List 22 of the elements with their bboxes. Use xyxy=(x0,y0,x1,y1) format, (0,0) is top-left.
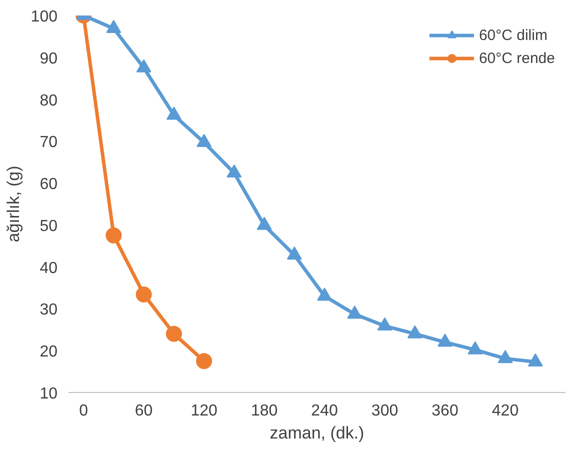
x-tick-label: 180 xyxy=(250,402,278,420)
x-axis-title: zaman, (dk.) xyxy=(270,424,364,442)
y-axis-title: ağırlık, (g) xyxy=(4,166,23,242)
y-tick-label: 100 xyxy=(30,8,58,26)
y-tick-label: 40 xyxy=(40,260,58,277)
y-tick-label: 20 xyxy=(40,344,58,361)
x-tick-label: 0 xyxy=(79,402,88,420)
x-tick-label: 120 xyxy=(190,402,218,420)
x-tick-label: 300 xyxy=(371,402,398,420)
y-tick-label: 90 xyxy=(40,50,58,68)
x-tick-label: 60 xyxy=(134,402,153,420)
y-tick-label: 80 xyxy=(40,92,58,110)
legend-label: 60°C dilim xyxy=(478,26,548,44)
y-tick-label: 60 xyxy=(40,176,58,194)
y-tick-label: 70 xyxy=(40,134,58,152)
y-tick-label: 10 xyxy=(40,386,58,402)
x-tick-label: 420 xyxy=(492,402,519,420)
x-tick-label: 240 xyxy=(311,402,338,420)
y-tick-label: 50 xyxy=(40,218,58,235)
y-tick-label: 30 xyxy=(40,302,58,319)
legend-label: 60°C rende xyxy=(478,50,555,66)
x-tick-label: 360 xyxy=(432,402,458,420)
